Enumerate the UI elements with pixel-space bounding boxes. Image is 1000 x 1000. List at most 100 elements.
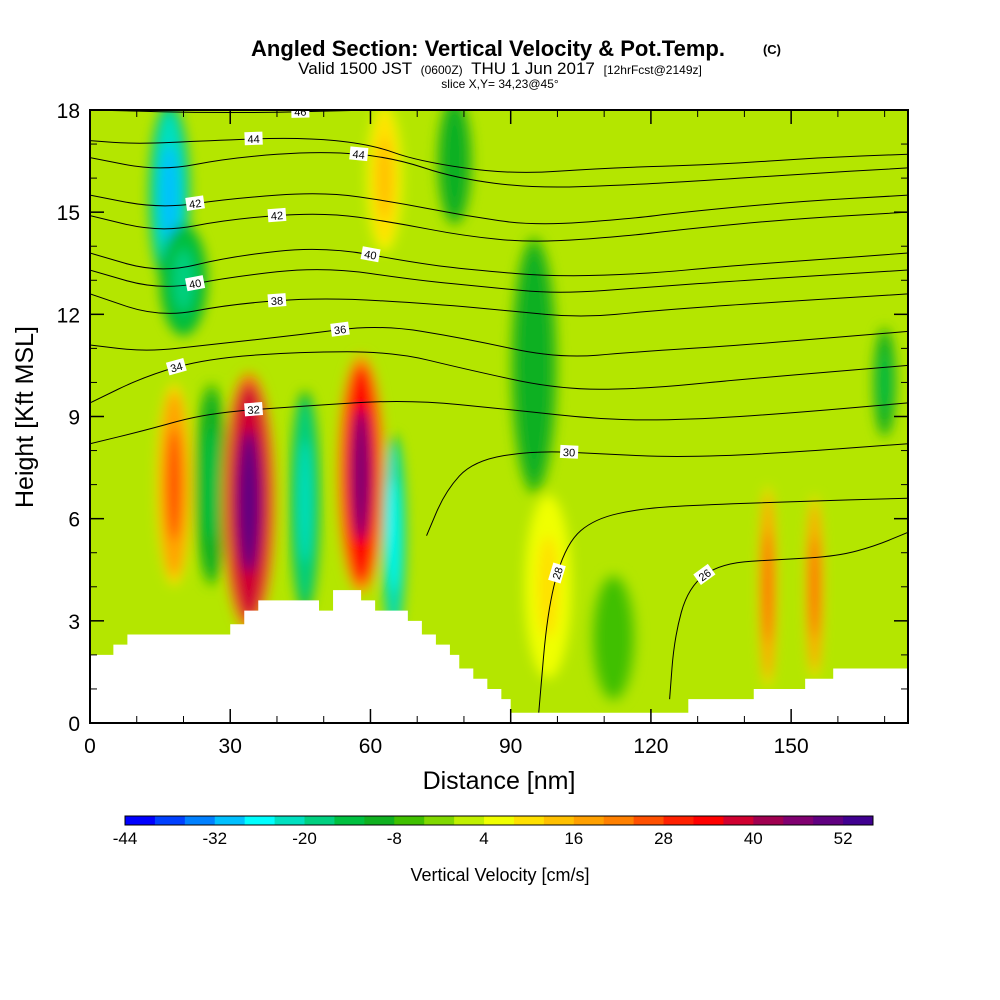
- velocity-cell-core: [160, 144, 179, 247]
- x-axis-label: Distance [nm]: [423, 767, 576, 795]
- velocity-cell-core: [237, 430, 261, 574]
- x-tick-label: 150: [774, 735, 809, 758]
- y-tick-label: 0: [68, 713, 80, 736]
- colorbar-swatch: [783, 816, 814, 825]
- contour-label-text: 28: [551, 566, 566, 581]
- colorbar-swatch: [633, 816, 665, 825]
- velocity-cell-core: [446, 125, 463, 197]
- contour-label-text: 40: [363, 249, 377, 263]
- contour-label: 42: [185, 195, 205, 211]
- colorbar-swatch: [334, 816, 365, 825]
- contour-label-background: [185, 275, 206, 292]
- x-tick-label: 120: [633, 735, 668, 758]
- velocity-cell-core: [298, 440, 312, 563]
- y-tick-label: 15: [57, 202, 80, 225]
- velocity-cell-core: [523, 293, 545, 437]
- contour-label: 44: [349, 146, 369, 162]
- y-tick-label: 3: [68, 611, 80, 634]
- colorbar-swatch: [603, 816, 635, 825]
- contour-label: 32: [244, 402, 264, 417]
- pot-temp-contours: [90, 110, 908, 713]
- colorbar-swatch: [513, 816, 545, 825]
- chart-title-unit: (C): [763, 42, 781, 57]
- colorbar-swatch: [663, 816, 694, 825]
- contour-label-text: 26: [697, 567, 714, 584]
- velocity-cell-core: [879, 351, 890, 414]
- contour-label: 42: [267, 207, 287, 223]
- contour-label-text: 42: [188, 198, 202, 212]
- colorbar-swatch: [753, 816, 784, 825]
- chart-title: Angled Section: Vertical Velocity & Pot.…: [251, 36, 725, 61]
- contour-label-background: [165, 357, 187, 376]
- contour-label-text: 40: [188, 278, 202, 292]
- contour-label-background: [330, 321, 350, 337]
- colorbar-tick-label: -20: [292, 829, 317, 848]
- pot-temp-contour-line: [90, 152, 908, 188]
- x-tick-label: 60: [359, 735, 382, 758]
- velocity-cell-core: [376, 137, 393, 219]
- colorbar-tick-label: 40: [744, 829, 763, 848]
- valid-prefix: Valid 1500 JST: [298, 59, 412, 78]
- velocity-cell-core: [603, 602, 624, 674]
- colorbar-tick-label: 4: [479, 829, 488, 848]
- velocity-cell-core: [537, 535, 559, 638]
- valid-date: THU 1 Jun 2017: [471, 59, 595, 78]
- colorbar-label: Vertical Velocity [cm/s]: [410, 865, 589, 885]
- colorbar-ticks: -44 -32 -20 -8 4 16 28 40 52: [113, 829, 853, 848]
- contour-label-text: 32: [247, 404, 260, 417]
- y-tick-label: 9: [68, 407, 80, 430]
- colorbar-swatch: [543, 816, 575, 825]
- colorbar-swatch: [244, 816, 276, 825]
- valid-zulu: (0600Z): [421, 63, 463, 77]
- contour-label-text: 46: [294, 107, 307, 119]
- contour-label: 26: [693, 563, 716, 586]
- contour-label-text: 44: [352, 149, 365, 162]
- contour-label-background: [559, 444, 579, 459]
- colorbar-swatch: [184, 816, 216, 825]
- pot-temp-contour-line: [90, 211, 908, 242]
- colorbar-swatch: [454, 816, 485, 825]
- colorbar-swatch: [304, 816, 335, 825]
- pot-temp-contour-line: [90, 248, 908, 277]
- contour-label: 46: [291, 107, 310, 119]
- colorbar-swatch: [723, 816, 754, 825]
- y-axis-label: Height [Kft MSL]: [11, 326, 39, 508]
- colorbar: [124, 815, 874, 826]
- colorbar-swatch: [573, 816, 605, 825]
- velocity-cell-core: [388, 479, 399, 592]
- pot-temp-contour-line: [90, 326, 908, 357]
- contour-label-text: 30: [563, 447, 576, 460]
- colorbar-swatch: [394, 816, 425, 825]
- contour-label: 40: [185, 275, 206, 292]
- colorbar-tick-label: -44: [113, 829, 138, 848]
- contour-label-text: 34: [169, 361, 184, 376]
- forecast-info: [12hrFcst@2149z]: [604, 63, 702, 77]
- pot-temp-contour-line: [669, 531, 908, 700]
- pot-temp-contour-labels: 46 44 44 42 42 40 40 38 36 34 32 30 28 26: [165, 107, 716, 586]
- contour-label-background: [244, 402, 264, 417]
- contour-label-background: [244, 131, 263, 146]
- terrain-mask: [90, 590, 908, 723]
- colorbar-tick-label: 52: [834, 829, 853, 848]
- contour-label-background: [185, 195, 205, 211]
- contour-label: 30: [559, 444, 579, 460]
- contour-label-text: 42: [270, 210, 283, 223]
- vertical-velocity-field: [149, 110, 897, 703]
- colorbar-frame: [124, 815, 874, 826]
- velocity-cell-core: [203, 428, 220, 541]
- contour-label-text: 44: [247, 134, 260, 146]
- contour-label: 40: [360, 246, 381, 263]
- pot-temp-contour-line: [90, 269, 908, 293]
- contour-label-background: [267, 207, 287, 223]
- contour-label: 44: [244, 131, 263, 146]
- plot-area: 46 44 44 42 42 40 40 38 36 34 32 30 28 26: [90, 107, 908, 723]
- x-tick-label: 90: [499, 735, 522, 758]
- velocity-cell-core: [166, 428, 182, 541]
- colorbar-swatch: [484, 816, 515, 825]
- contour-label-text: 38: [270, 295, 283, 308]
- colorbar-tick-label: -8: [387, 829, 402, 848]
- pot-temp-contour-line: [90, 351, 908, 404]
- colorbar-swatch: [813, 816, 844, 825]
- contour-label-background: [548, 562, 566, 584]
